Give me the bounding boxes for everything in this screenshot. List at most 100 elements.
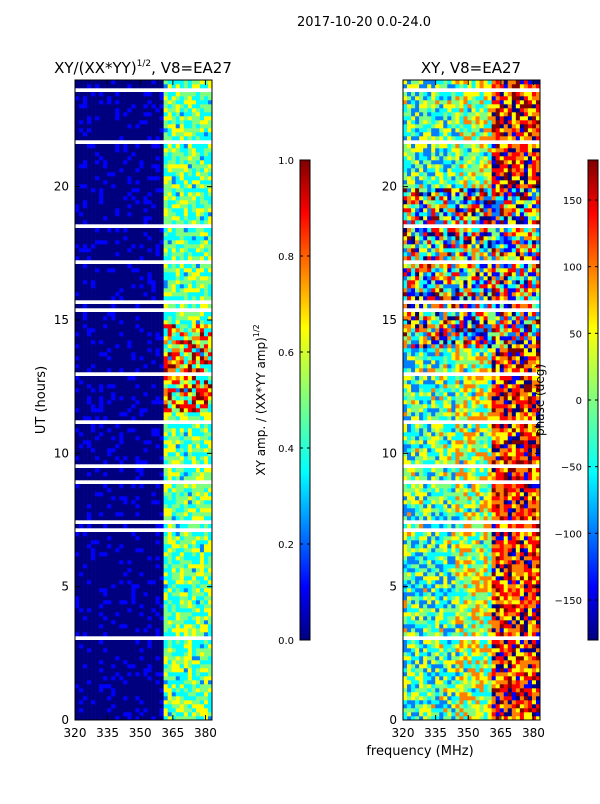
heatmap-cell [163,92,168,97]
heatmap-cell [139,572,144,577]
heatmap-cell [159,412,164,417]
heatmap-cell [99,244,104,249]
heatmap-cell [147,524,152,529]
heatmap-cell [179,96,185,101]
heatmap-cell [191,700,197,705]
heatmap-cell [143,460,148,465]
heatmap-cell [163,324,168,329]
heatmap-cell [203,684,209,689]
heatmap-cell [111,536,116,541]
heatmap-cell [107,708,112,713]
heatmap-cell [99,264,104,269]
heatmap-cell [171,196,177,201]
heatmap-cell [203,664,209,669]
heatmap-cell [183,108,189,113]
heatmap-cell [99,408,104,413]
heatmap-cell [131,608,136,613]
heatmap-cell [119,252,124,257]
heatmap-cell [119,292,124,297]
heatmap-cell [143,152,148,157]
heatmap-cell [87,616,92,621]
heatmap-cell [199,256,205,261]
heatmap-cell [203,488,209,493]
heatmap-cell [111,448,116,453]
heatmap-cell [207,116,212,121]
heatmap-cell [203,348,209,353]
heatmap-cell [183,580,189,585]
gap-row [75,260,212,264]
heatmap-cell [91,692,96,697]
heatmap-cell [143,164,148,169]
heatmap-cell [83,292,88,297]
heatmap-cell [139,716,144,720]
heatmap-cell [183,596,189,601]
heatmap-cell [195,488,201,493]
heatmap-cell [95,588,100,593]
heatmap-cell [195,588,201,593]
heatmap-cell [123,204,128,209]
heatmap-cell [91,568,96,573]
heatmap-cell [135,584,140,589]
heatmap-cell [139,292,144,297]
heatmap-cell [195,612,201,617]
heatmap-cell [111,368,116,373]
heatmap-cell [83,356,88,361]
heatmap-cell [191,340,197,345]
heatmap-cell [147,384,152,389]
heatmap-cell [131,448,136,453]
heatmap-cell [203,340,209,345]
heatmap-cell [107,500,112,505]
heatmap-cell [175,592,181,597]
heatmap-cell [135,144,140,149]
heatmap-cell [163,628,168,633]
heatmap-cell [95,672,100,677]
heatmap-cell [127,100,132,105]
heatmap-cell [119,216,124,221]
heatmap-cell [171,156,177,161]
heatmap-cell [107,368,112,373]
heatmap-cell [199,188,205,193]
heatmap-cell [135,368,140,373]
heatmap-cell [75,256,80,261]
heatmap-cell [203,240,209,245]
heatmap-cell [159,284,164,289]
heatmap-cell [127,692,132,697]
heatmap-cell [147,656,152,661]
heatmap-cell [147,572,152,577]
heatmap-cell [79,652,84,657]
heatmap-cell [135,712,140,717]
heatmap-cell [83,148,88,153]
heatmap-cell [171,628,177,633]
heatmap-cell [87,540,92,545]
heatmap-cell [99,96,104,101]
heatmap-cell [119,616,124,621]
heatmap-cell [143,632,148,637]
heatmap-cell [95,640,100,645]
heatmap-cell [183,124,189,129]
heatmap-cell [127,160,132,165]
heatmap-cell [103,544,108,549]
heatmap-cell [75,592,80,597]
heatmap-cell [115,212,120,217]
heatmap-cell [111,252,116,257]
heatmap-cell [99,536,104,541]
heatmap-cell [103,648,108,653]
heatmap-cell [179,584,185,589]
heatmap-cell [95,272,100,277]
heatmap-cell [139,284,144,289]
heatmap-cell [115,196,120,201]
heatmap-cell [139,368,144,373]
heatmap-cell [155,404,160,409]
heatmap-cell [183,96,189,101]
heatmap-cell [79,288,84,293]
heatmap-cell [187,540,193,545]
heatmap-cell [187,128,193,133]
gap-row [75,300,212,304]
heatmap-cell [151,332,156,337]
heatmap-cell [187,716,193,720]
heatmap-cell [143,444,148,449]
heatmap-cell [103,200,108,205]
heatmap-cell [79,176,84,181]
heatmap-cell [163,332,168,337]
heatmap-cell [191,168,197,173]
